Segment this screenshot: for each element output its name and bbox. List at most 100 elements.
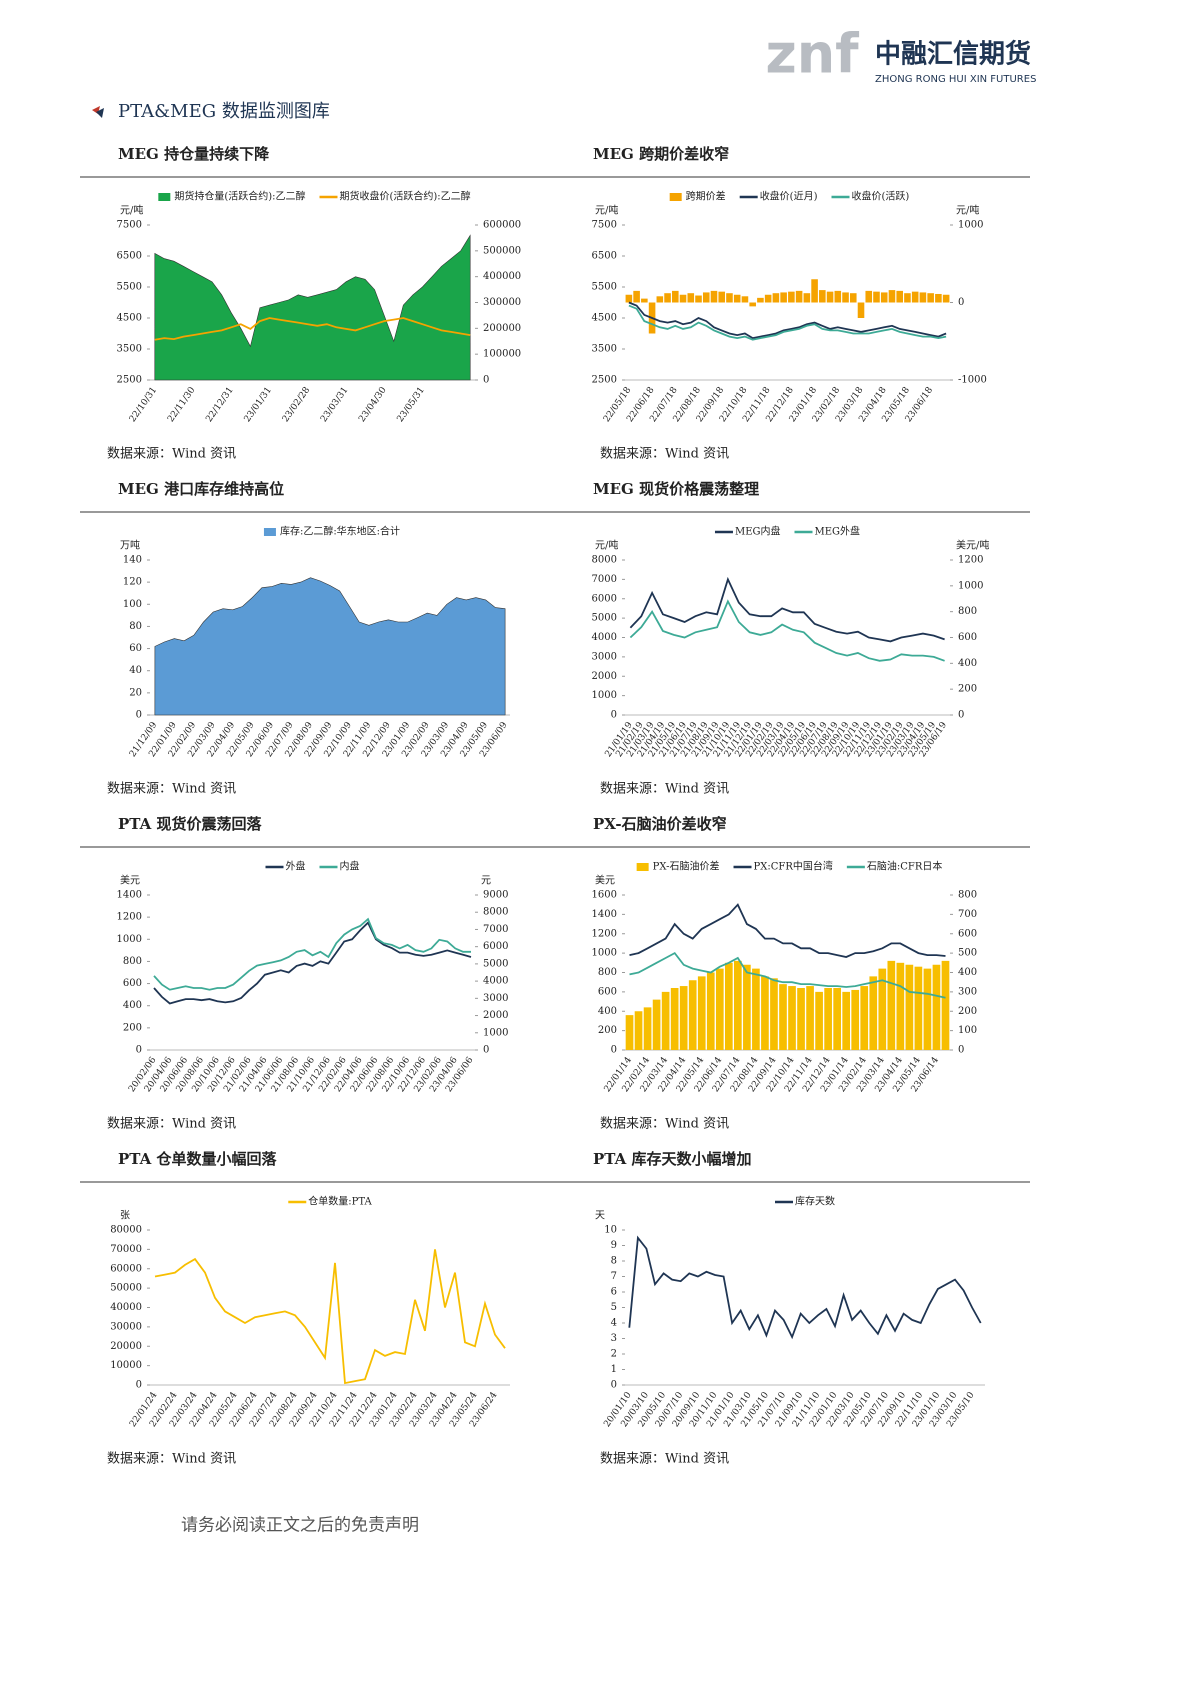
bar — [664, 293, 671, 303]
section-title: PTA&MEG 数据监测图库 — [118, 101, 330, 122]
bar — [795, 290, 803, 303]
y-tick-label: 1000 — [592, 690, 617, 701]
y-tick-label: 7000 — [592, 574, 617, 585]
y-tick-label: 5 — [611, 1302, 617, 1313]
bar — [880, 292, 888, 303]
caption: 数据来源：Wind 资讯 — [107, 447, 236, 462]
bar — [788, 986, 796, 1050]
y2-unit: 元/吨 — [956, 204, 979, 217]
chart-title: PX-石脑油价差收窄 — [593, 815, 727, 833]
bar — [873, 291, 880, 303]
y2-unit: 元 — [481, 876, 491, 887]
bar — [757, 297, 764, 303]
line — [628, 1235, 982, 1340]
y-unit: 万吨 — [120, 539, 140, 552]
chart-title: PTA 仓单数量小幅回落 — [118, 1150, 277, 1168]
bar — [670, 988, 679, 1050]
line — [628, 301, 947, 340]
y-tick-label: 1400 — [592, 909, 617, 920]
line — [629, 599, 945, 662]
y-tick-label: 2500 — [592, 375, 617, 386]
legend: MEG内盘 MEG外盘 — [714, 525, 860, 538]
chart-title: MEG 现货价格震荡整理 — [593, 480, 759, 498]
bar — [834, 290, 842, 303]
y-tick-label: 40 — [129, 665, 142, 676]
bar — [849, 293, 857, 303]
line — [154, 1249, 506, 1385]
y2-tick-label: 300 — [958, 986, 977, 997]
bar — [833, 988, 841, 1050]
bar — [718, 291, 726, 303]
legend-label: 收盘价(近月) — [760, 190, 818, 203]
bar — [687, 293, 695, 303]
bar — [869, 976, 878, 1050]
y2-tick-label: 400 — [958, 967, 977, 978]
bar — [865, 290, 873, 303]
brand-en: ZHONG RONG HUI XIN FUTURES — [875, 74, 1036, 85]
y-tick-label: 6500 — [592, 251, 617, 262]
bar — [860, 986, 869, 1050]
y2-tick-label: 8000 — [483, 907, 508, 918]
bar — [652, 999, 661, 1050]
bar — [625, 294, 633, 303]
line — [629, 576, 945, 643]
bar — [842, 991, 851, 1050]
y-tick-label: 4500 — [117, 313, 142, 324]
legend-label: 期货持仓量(活跃合约):乙二醇 — [174, 190, 305, 203]
y2-tick-label: 0 — [483, 1045, 489, 1056]
y-unit: 天 — [595, 1211, 605, 1222]
y2-tick-label: 400 — [958, 658, 977, 669]
y2-tick-label: -1000 — [958, 375, 987, 386]
y-tick-label: 1600 — [592, 890, 617, 901]
bar — [780, 292, 787, 303]
bar — [911, 291, 919, 303]
bar — [633, 290, 640, 303]
legend: 库存:乙二醇:华东地区:合计 — [263, 525, 400, 538]
y-tick-label: 600 — [598, 986, 617, 997]
bar — [904, 293, 911, 303]
y-tick-label: 0 — [611, 1045, 617, 1056]
y2-tick-label: 600 — [958, 928, 977, 939]
bar — [679, 294, 687, 303]
y2-tick-label: 5000 — [483, 958, 508, 969]
y-tick-label: 1200 — [592, 928, 617, 939]
y-tick-label: 60000 — [110, 1263, 142, 1274]
bar — [815, 991, 823, 1050]
bar — [715, 968, 724, 1050]
legend-label: 库存:乙二醇:华东地区:合计 — [280, 525, 400, 538]
y2-tick-label: 200000 — [483, 323, 521, 334]
y2-tick-label: 1200 — [958, 555, 983, 566]
caption: 数据来源：Wind 资讯 — [600, 1452, 729, 1467]
y2-tick-label: 7000 — [483, 924, 508, 935]
y2-tick-label: 9000 — [483, 890, 508, 901]
y-tick-label: 8 — [611, 1256, 617, 1267]
caption: 数据来源：Wind 资讯 — [600, 447, 729, 462]
y2-tick-label: 100 — [958, 1025, 977, 1036]
legend-swatch — [263, 528, 276, 536]
caption: 数据来源：Wind 资讯 — [107, 782, 236, 797]
line — [154, 317, 471, 341]
bar — [927, 293, 934, 303]
bar — [772, 293, 780, 303]
y2-tick-label: 2000 — [483, 1010, 508, 1021]
y-unit: 元/吨 — [120, 204, 143, 217]
y2-tick-label: 4000 — [483, 976, 508, 987]
legend-label: 期货收盘价(活跃合约):乙二醇 — [340, 190, 471, 203]
y-tick-label: 1200 — [117, 912, 142, 923]
y2-tick-label: 3000 — [483, 993, 508, 1004]
legend-swatch — [636, 863, 649, 871]
bar — [887, 960, 896, 1050]
bar — [896, 962, 905, 1050]
y-tick-label: 3500 — [592, 344, 617, 355]
bar — [706, 972, 715, 1050]
y-tick-label: 6 — [611, 1287, 617, 1298]
y-tick-label: 3500 — [117, 344, 142, 355]
bar — [634, 1011, 643, 1050]
y-tick-label: 0 — [611, 1380, 617, 1391]
y-tick-label: 9 — [611, 1240, 617, 1251]
y2-tick-label: 400000 — [483, 271, 521, 282]
y-tick-label: 80000 — [110, 1225, 142, 1236]
y-tick-label: 0 — [136, 710, 142, 721]
y-tick-label: 5500 — [592, 282, 617, 293]
chart-title: PTA 现货价震荡回落 — [118, 815, 262, 833]
